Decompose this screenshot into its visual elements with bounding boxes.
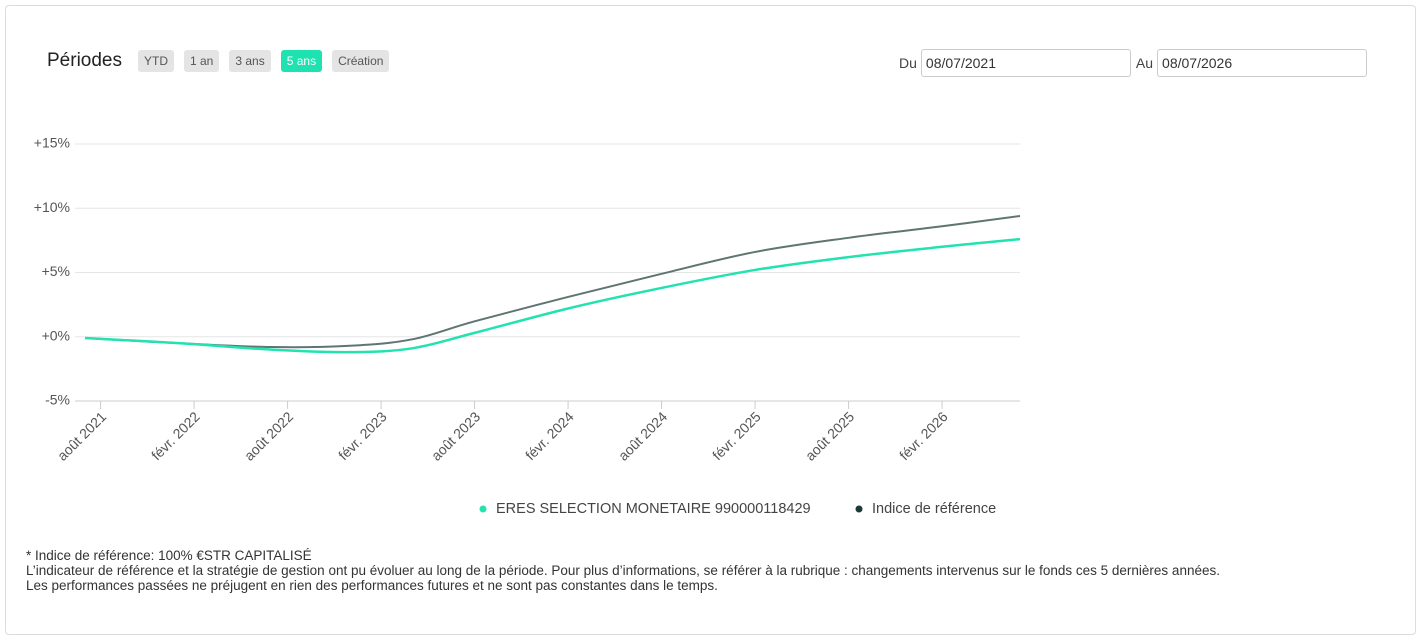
x-tick-label: août 2023 xyxy=(428,408,484,464)
legend-label: ERES SELECTION MONETAIRE 990000118429 xyxy=(496,501,811,517)
date-range: Du 08/07/2021 Au 08/07/2026 xyxy=(899,49,1372,77)
notes: * Indice de référence: 100% €STR CAPITAL… xyxy=(26,548,1396,593)
period-button[interactable]: 1 an xyxy=(184,50,220,72)
legend-label: Indice de référence xyxy=(872,501,996,517)
series-line xyxy=(84,214,1021,349)
legend-marker xyxy=(855,505,863,513)
x-tick-label: févr. 2025 xyxy=(709,408,764,463)
to-input[interactable]: 08/07/2026 xyxy=(1157,49,1368,77)
period-button[interactable]: Création xyxy=(332,50,390,72)
from-input[interactable]: 08/07/2021 xyxy=(920,49,1131,77)
y-tick-label: +0% xyxy=(42,327,70,343)
period-button[interactable]: 3 ans xyxy=(229,50,271,72)
card xyxy=(5,5,1416,635)
note-line: L’indicateur de référence et la stratégi… xyxy=(26,563,1220,578)
from-label: Du xyxy=(899,55,917,71)
x-tick-label: août 2024 xyxy=(615,408,671,464)
x-tick-label: août 2021 xyxy=(54,408,110,464)
y-tick-label: +5% xyxy=(42,263,70,279)
note-line: Les performances passées ne préjugent en… xyxy=(26,578,718,593)
period-button[interactable]: YTD xyxy=(138,50,174,72)
period-selector: Périodes YTD 1 an 3 ans 5 ans Création xyxy=(47,50,390,72)
x-tick-label: févr. 2026 xyxy=(896,408,951,463)
x-tick-label: févr. 2023 xyxy=(335,408,390,463)
to-label: Au xyxy=(1135,55,1154,71)
y-tick-label: +10% xyxy=(34,199,70,215)
y-tick-label: -5% xyxy=(45,392,70,408)
x-tick-label: févr. 2022 xyxy=(148,408,203,463)
x-tick-label: août 2025 xyxy=(802,408,858,464)
chart: +15% +10% +5% +0% -5%août 2021 févr. 2022 août… xyxy=(34,135,1021,517)
legend-marker xyxy=(479,505,487,513)
x-tick-label: août 2022 xyxy=(241,408,297,464)
period-button[interactable]: 5 ans xyxy=(280,50,323,72)
x-tick-label: févr. 2024 xyxy=(522,408,577,463)
note-line: * Indice de référence: 100% €STR CAPITAL… xyxy=(26,548,312,563)
periods-title: Périodes xyxy=(47,50,122,71)
series-line xyxy=(84,237,1021,354)
y-tick-label: +15% xyxy=(34,135,70,151)
